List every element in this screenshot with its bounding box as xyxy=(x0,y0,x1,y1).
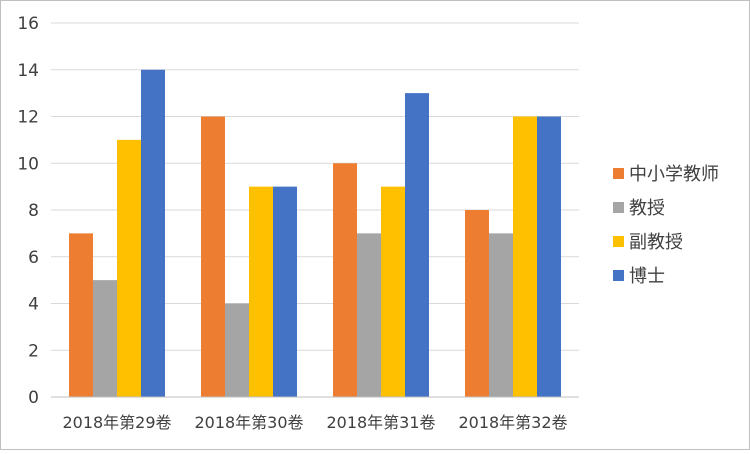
y-axis-tick-labels: 0 2 4 6 8 10 12 14 16 xyxy=(17,14,39,408)
legend-swatch xyxy=(613,168,624,179)
bar-4-1 xyxy=(141,69,165,397)
bar-1-3 xyxy=(333,163,357,397)
y-tick-label: 6 xyxy=(28,248,39,268)
legend-swatch xyxy=(613,202,624,213)
legend-swatch xyxy=(613,270,624,281)
bar-4-3 xyxy=(405,93,429,397)
legend-label: 中小学教师 xyxy=(629,164,719,185)
bars xyxy=(69,69,561,397)
y-tick-label: 0 xyxy=(28,388,39,408)
y-tick-label: 12 xyxy=(17,108,39,128)
x-axis-category-labels: 2018年第29卷 2018年第30卷 2018年第31卷 2018年第32卷 xyxy=(62,413,567,432)
x-category-label: 2018年第31卷 xyxy=(326,413,435,432)
bar-3-3 xyxy=(381,186,405,397)
x-category-label: 2018年第30卷 xyxy=(194,413,303,432)
x-category-label: 2018年第29卷 xyxy=(62,413,171,432)
x-category-label: 2018年第32卷 xyxy=(458,413,567,432)
legend-label: 副教授 xyxy=(629,232,683,253)
bar-1-1 xyxy=(69,233,93,397)
bar-2-3 xyxy=(357,233,381,397)
y-tick-label: 4 xyxy=(28,295,39,315)
bar-3-2 xyxy=(249,186,273,397)
y-tick-label: 2 xyxy=(28,341,39,361)
y-tick-label: 10 xyxy=(17,154,39,174)
y-tick-label: 8 xyxy=(28,201,39,221)
y-tick-label: 16 xyxy=(17,14,39,34)
bar-2-4 xyxy=(489,233,513,397)
bar-4-2 xyxy=(273,186,297,397)
bar-1-2 xyxy=(201,116,225,397)
legend-label: 博士 xyxy=(629,266,665,287)
bar-4-4 xyxy=(537,116,561,397)
bar-2-1 xyxy=(93,280,117,397)
legend-swatch xyxy=(613,236,624,247)
bar-1-4 xyxy=(465,210,489,397)
y-tick-label: 14 xyxy=(17,61,39,81)
bar-2-2 xyxy=(225,303,249,397)
bar-3-4 xyxy=(513,116,537,397)
legend-label: 教授 xyxy=(629,198,665,219)
bar-3-1 xyxy=(117,139,141,397)
